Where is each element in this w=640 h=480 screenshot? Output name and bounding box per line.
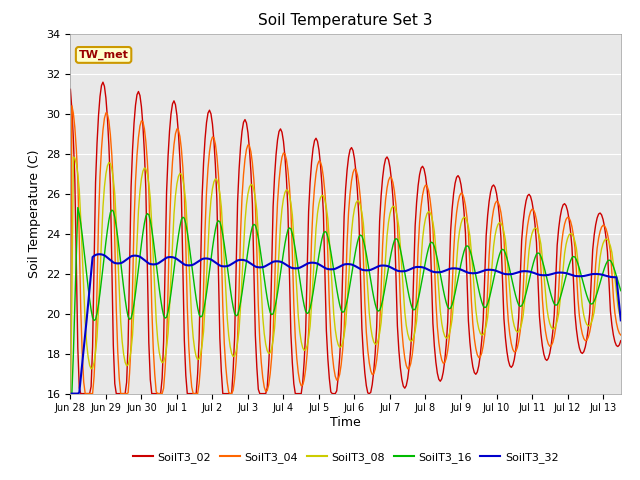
- Text: TW_met: TW_met: [79, 50, 129, 60]
- Y-axis label: Soil Temperature (C): Soil Temperature (C): [28, 149, 41, 278]
- Title: Soil Temperature Set 3: Soil Temperature Set 3: [259, 13, 433, 28]
- Legend: SoilT3_02, SoilT3_04, SoilT3_08, SoilT3_16, SoilT3_32: SoilT3_02, SoilT3_04, SoilT3_08, SoilT3_…: [128, 447, 563, 467]
- X-axis label: Time: Time: [330, 416, 361, 429]
